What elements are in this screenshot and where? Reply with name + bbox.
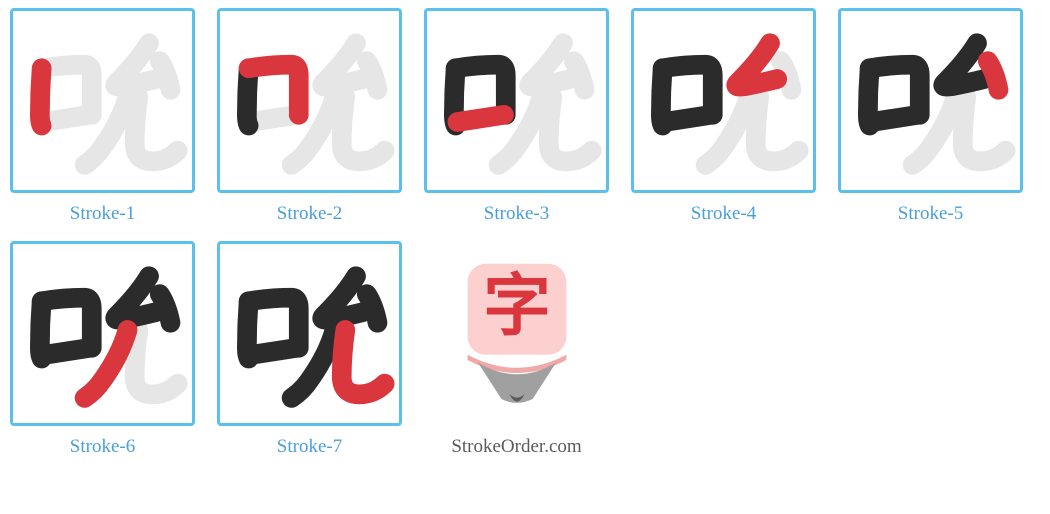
stroke-cell-6: Stroke-6 — [10, 241, 195, 458]
stroke-tile-1 — [10, 8, 195, 193]
stroke-caption: Stroke-2 — [277, 203, 342, 225]
stroke-cell-3: Stroke-3 — [424, 8, 609, 225]
stroke-caption: Stroke-3 — [484, 203, 549, 225]
stroke-tile-7 — [217, 241, 402, 426]
stroke-tile-3 — [424, 8, 609, 193]
stroke-cell-1: Stroke-1 — [10, 8, 195, 225]
stroke-tile-2 — [217, 8, 402, 193]
stroke-caption: Stroke-5 — [898, 203, 963, 225]
logo-cell: 字 StrokeOrder.com — [424, 241, 609, 458]
watermark-text: StrokeOrder.com — [451, 436, 581, 458]
stroke-caption: Stroke-1 — [70, 203, 135, 225]
stroke-cell-2: Stroke-2 — [217, 8, 402, 225]
logo-icon: 字 — [424, 241, 609, 426]
stroke-tile-4 — [631, 8, 816, 193]
stroke-cell-5: Stroke-5 — [838, 8, 1023, 225]
stroke-caption: Stroke-4 — [691, 203, 756, 225]
stroke-cell-7: Stroke-7 — [217, 241, 402, 458]
stroke-tile-6 — [10, 241, 195, 426]
stroke-cell-4: Stroke-4 — [631, 8, 816, 225]
svg-text:字: 字 — [483, 268, 551, 343]
stroke-caption: Stroke-6 — [70, 436, 135, 458]
stroke-grid: Stroke-1 Stroke-2 Stroke-3 Stroke-4 Stro… — [10, 8, 1040, 458]
stroke-tile-5 — [838, 8, 1023, 193]
stroke-caption: Stroke-7 — [277, 436, 342, 458]
